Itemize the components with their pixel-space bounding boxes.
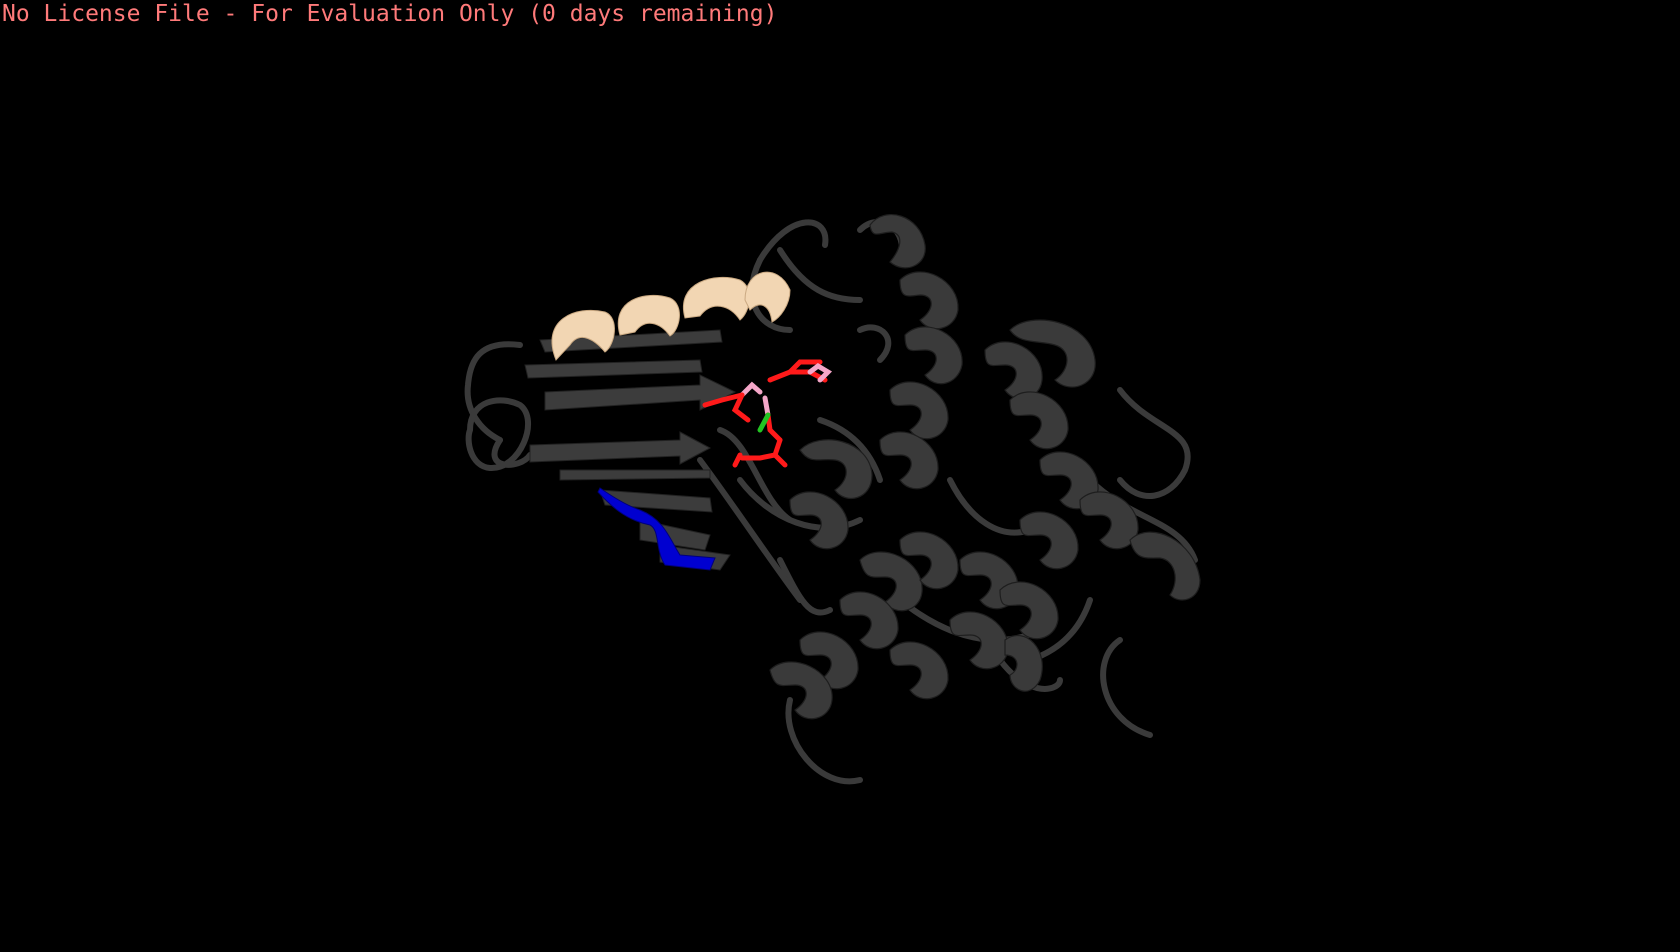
beta-sheet: [524, 329, 737, 571]
highlight-helix: [551, 271, 791, 361]
license-notice: No License File - For Evaluation Only (0…: [2, 1, 778, 27]
highlight-loop: [597, 487, 716, 571]
ligand-sticks[interactable]: [702, 359, 833, 468]
alpha-helices: [769, 214, 1201, 720]
